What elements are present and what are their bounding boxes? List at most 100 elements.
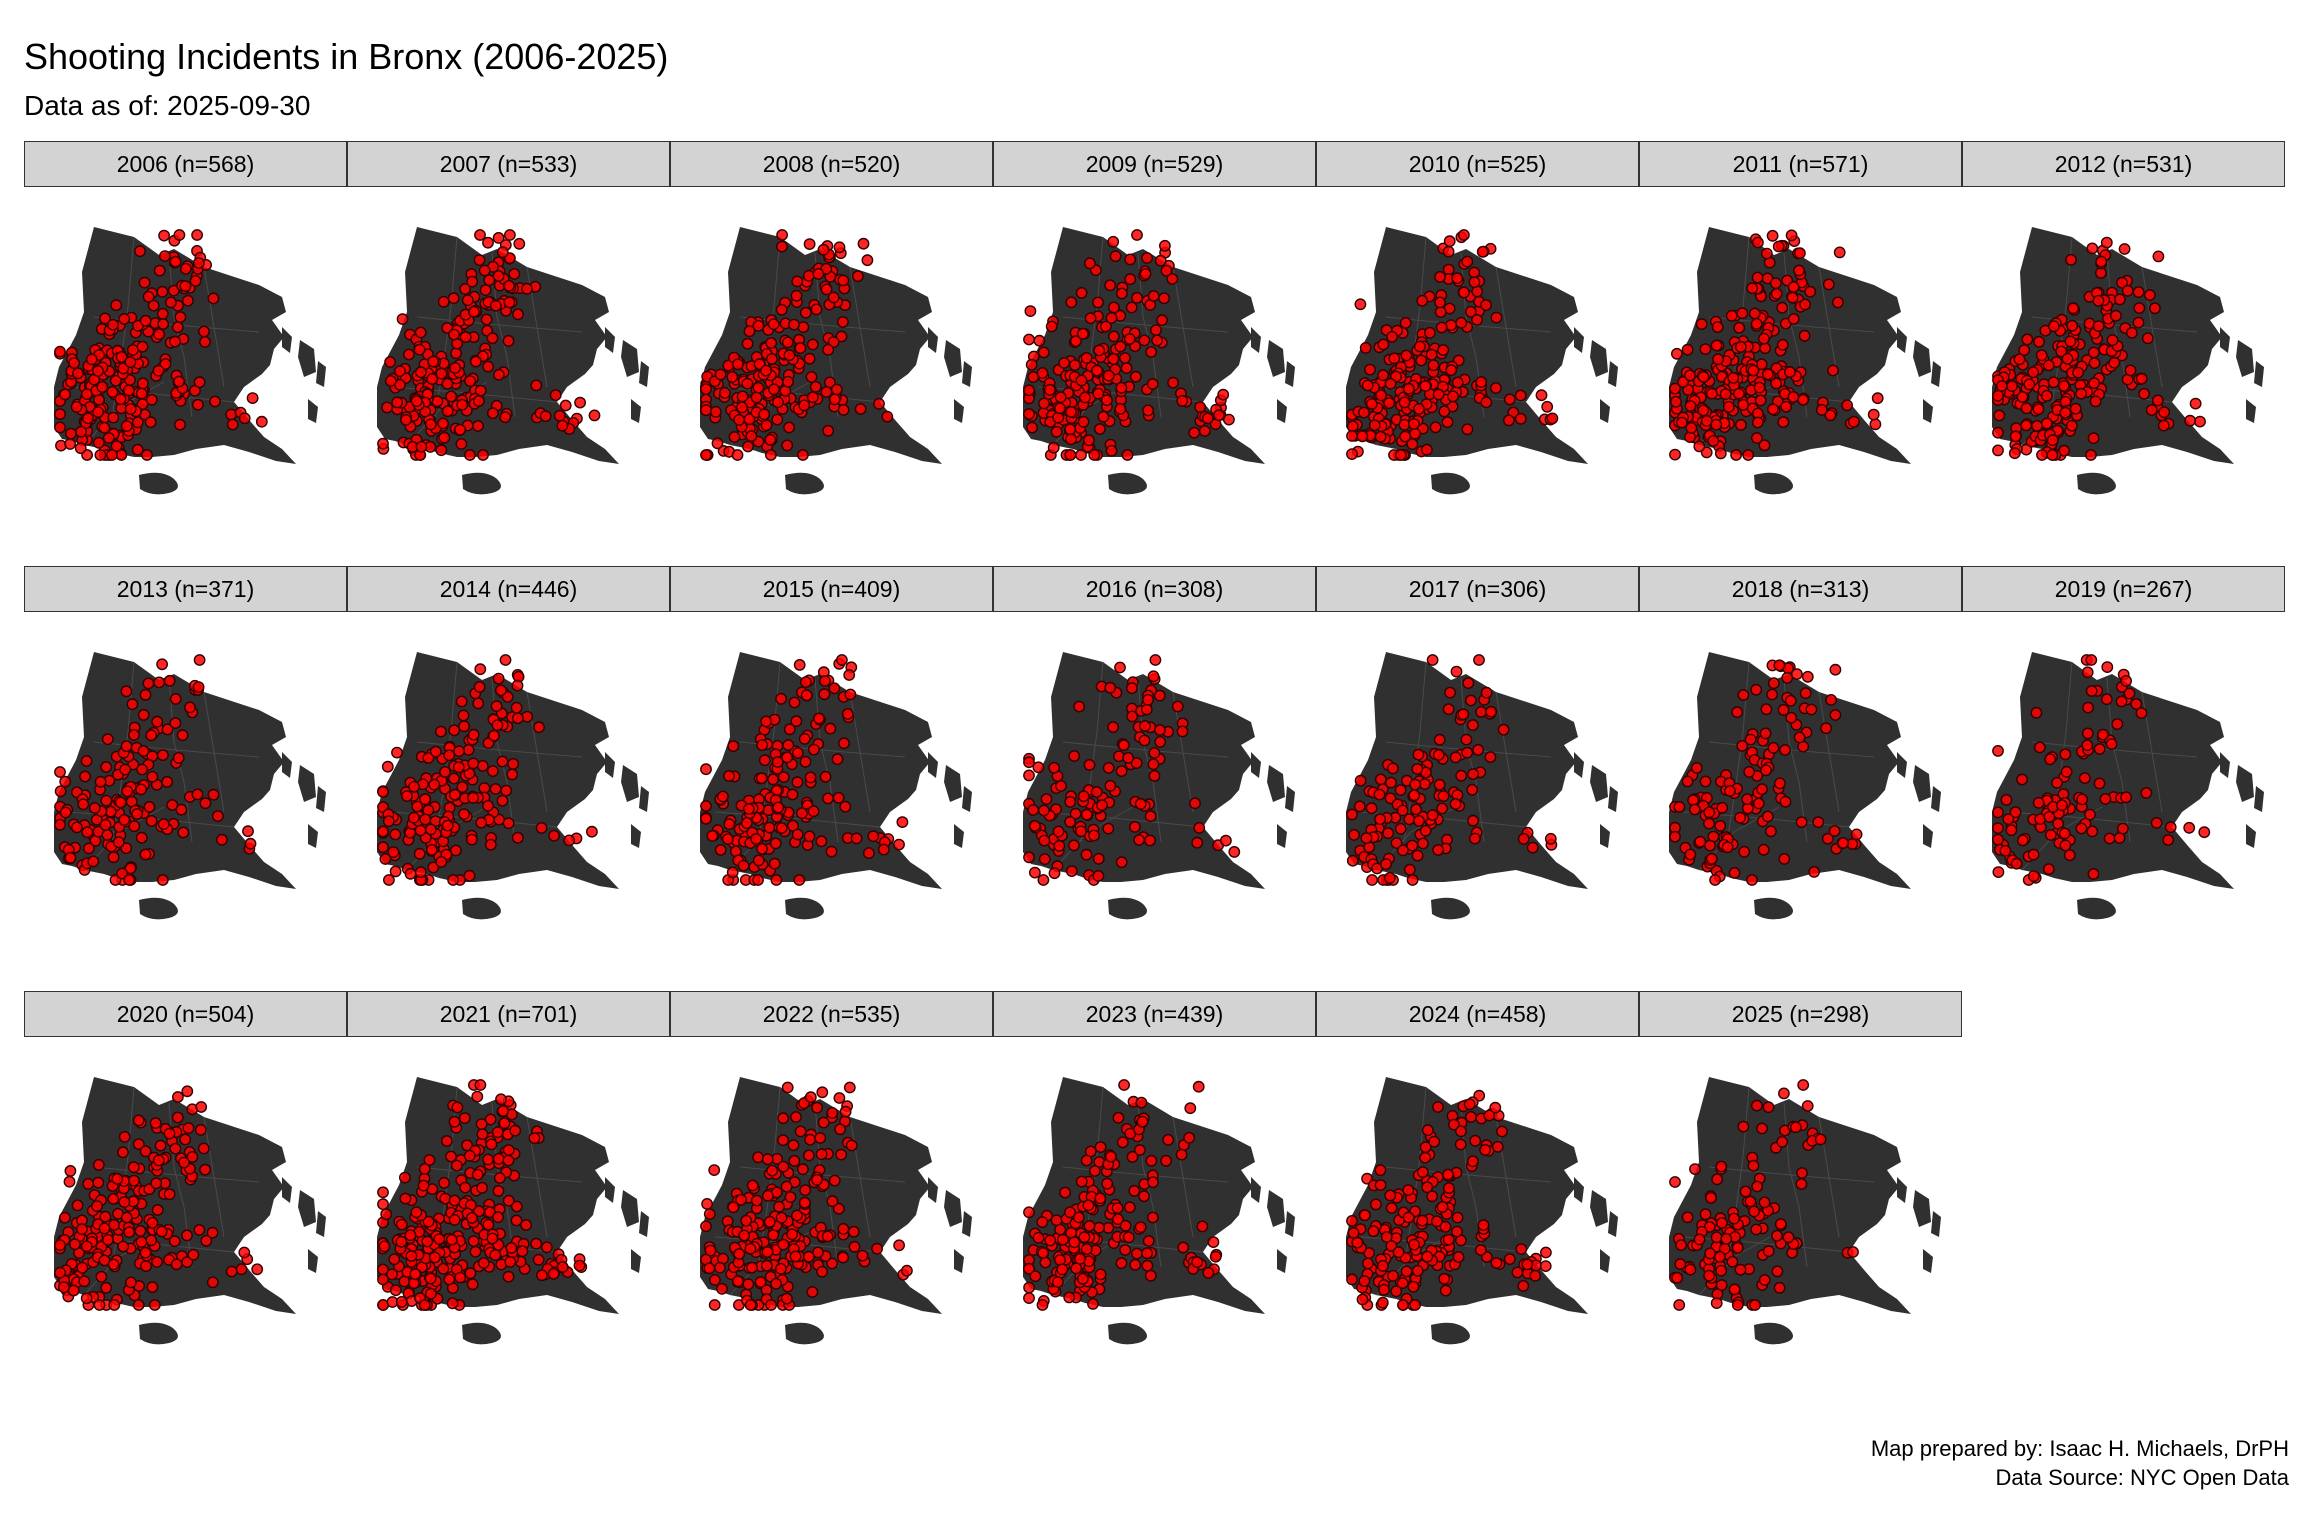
incident-point bbox=[1080, 848, 1093, 861]
facet-panel-2012: 2012 (n=531) bbox=[1962, 141, 2285, 566]
incident-point bbox=[1145, 1154, 1158, 1167]
incident-point bbox=[1447, 390, 1459, 403]
incident-point bbox=[799, 1184, 812, 1197]
incident-point bbox=[1747, 1159, 1760, 1172]
incident-point bbox=[1409, 427, 1421, 440]
incident-point bbox=[1115, 765, 1128, 778]
incident-point bbox=[1480, 299, 1492, 312]
incident-point bbox=[2132, 286, 2145, 299]
incident-point bbox=[1497, 723, 1510, 736]
incident-point bbox=[461, 1139, 474, 1152]
incident-point bbox=[467, 728, 480, 741]
incident-point bbox=[194, 1124, 207, 1136]
incident-point bbox=[1734, 1263, 1747, 1276]
incident-point bbox=[85, 353, 98, 366]
incident-point bbox=[1449, 798, 1462, 810]
facet-strip-label: 2013 (n=371) bbox=[24, 566, 347, 612]
incident-point bbox=[782, 336, 794, 349]
island-shape bbox=[1931, 361, 1941, 387]
caption-author: Map prepared by: Isaac H. Michaels, DrPH bbox=[1870, 1436, 2289, 1461]
incident-point bbox=[1396, 1277, 1409, 1290]
bronx-map-2008 bbox=[700, 227, 972, 495]
incident-point bbox=[818, 675, 831, 687]
incident-point bbox=[1407, 1280, 1420, 1293]
facet-strip-label: 2024 (n=458) bbox=[1316, 991, 1639, 1037]
incident-point bbox=[811, 1101, 824, 1114]
incident-point bbox=[156, 658, 169, 671]
incident-point bbox=[110, 440, 123, 453]
incident-point bbox=[1412, 748, 1425, 761]
incident-point bbox=[1771, 1265, 1784, 1278]
island-shape bbox=[1913, 765, 1931, 802]
incident-point bbox=[832, 1202, 845, 1215]
incident-point bbox=[1114, 661, 1126, 674]
incident-point bbox=[1697, 404, 1710, 417]
incident-point bbox=[736, 390, 749, 403]
incident-point bbox=[737, 859, 750, 872]
facet-panel-2008: 2008 (n=520) bbox=[670, 141, 993, 566]
incident-point bbox=[1383, 397, 1396, 410]
incident-point bbox=[1348, 828, 1360, 841]
island-shape bbox=[1251, 752, 1261, 778]
incident-point bbox=[1402, 1184, 1415, 1197]
incident-point bbox=[1351, 1236, 1364, 1249]
incident-point bbox=[1023, 1281, 1035, 1294]
incident-point bbox=[1075, 1175, 1088, 1188]
incident-point bbox=[1798, 329, 1811, 342]
incident-point bbox=[1129, 1258, 1142, 1271]
incident-point bbox=[775, 692, 788, 705]
incident-point bbox=[1438, 1272, 1451, 1285]
map-caption: Map prepared by: Isaac H. Michaels, DrPH… bbox=[1871, 1434, 2289, 1492]
incident-point bbox=[1394, 822, 1407, 835]
incident-point bbox=[199, 335, 211, 348]
island-shape bbox=[308, 824, 318, 848]
incident-point bbox=[438, 1176, 451, 1189]
incident-point bbox=[1432, 844, 1445, 856]
caption-source: Data Source: NYC Open Data bbox=[1995, 1465, 2289, 1490]
incident-point bbox=[1176, 394, 1189, 407]
incident-point bbox=[1715, 1160, 1728, 1173]
incident-point bbox=[169, 1142, 182, 1155]
incident-point bbox=[807, 805, 820, 818]
incident-point bbox=[59, 1211, 71, 1224]
incident-point bbox=[423, 1154, 436, 1166]
incident-point bbox=[1385, 776, 1397, 789]
island-shape bbox=[1923, 399, 1933, 423]
incident-point bbox=[1999, 844, 2012, 857]
incident-point bbox=[775, 303, 788, 316]
incident-point bbox=[775, 1262, 787, 1275]
incident-point bbox=[1790, 668, 1803, 680]
island-shape bbox=[1897, 327, 1907, 353]
island-shape bbox=[1897, 1177, 1907, 1203]
incident-point bbox=[1725, 309, 1738, 322]
island-shape bbox=[1431, 897, 1470, 920]
incident-point bbox=[417, 1179, 430, 1192]
incident-point bbox=[2116, 276, 2128, 289]
incident-point bbox=[845, 1139, 858, 1152]
incident-point bbox=[750, 391, 763, 404]
neighborhood-boundary bbox=[434, 236, 458, 418]
incident-point bbox=[800, 689, 813, 702]
incident-point bbox=[1715, 1264, 1728, 1277]
incident-point bbox=[1776, 338, 1789, 351]
incident-point bbox=[1077, 1272, 1089, 1285]
incident-point bbox=[881, 410, 894, 423]
facet-panel-2010: 2010 (n=525) bbox=[1316, 141, 1639, 566]
incident-point bbox=[1400, 1265, 1413, 1278]
incident-point bbox=[135, 387, 148, 400]
incident-point bbox=[448, 1115, 461, 1128]
incident-point bbox=[1048, 867, 1061, 880]
incident-point bbox=[1126, 710, 1139, 723]
incident-point bbox=[93, 1299, 106, 1311]
incident-point bbox=[806, 1286, 819, 1298]
incident-point bbox=[1059, 1186, 1072, 1199]
incident-point bbox=[1068, 750, 1081, 762]
incident-point bbox=[854, 403, 867, 415]
island-shape bbox=[1285, 1211, 1295, 1237]
incident-point bbox=[1773, 659, 1786, 672]
incident-point bbox=[399, 1192, 412, 1205]
incident-point bbox=[1091, 364, 1103, 377]
incident-point bbox=[1115, 287, 1128, 300]
incident-point bbox=[146, 770, 159, 783]
island-shape bbox=[1754, 1322, 1793, 1345]
